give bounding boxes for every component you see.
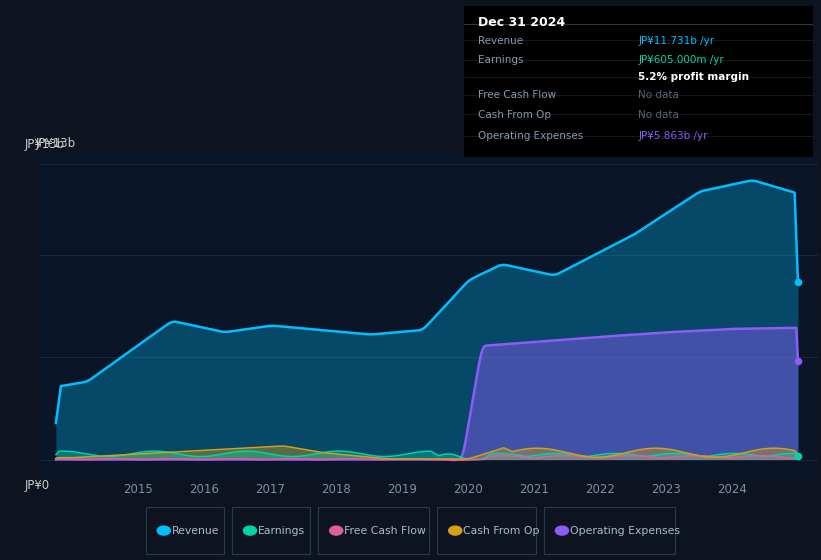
Text: Operating Expenses: Operating Expenses xyxy=(478,131,583,141)
Text: JP¥13b: JP¥13b xyxy=(35,137,76,150)
Text: Revenue: Revenue xyxy=(172,526,219,535)
Text: Dec 31 2024: Dec 31 2024 xyxy=(478,16,565,29)
Text: Earnings: Earnings xyxy=(259,526,305,535)
Text: Revenue: Revenue xyxy=(478,36,523,46)
Text: JP¥0: JP¥0 xyxy=(25,479,50,492)
Text: Cash From Op: Cash From Op xyxy=(463,526,540,535)
Text: JP¥605.000m /yr: JP¥605.000m /yr xyxy=(639,55,724,66)
Text: No data: No data xyxy=(639,90,679,100)
Text: Free Cash Flow: Free Cash Flow xyxy=(345,526,426,535)
Text: 5.2% profit margin: 5.2% profit margin xyxy=(639,72,750,82)
Text: Cash From Op: Cash From Op xyxy=(478,110,551,120)
Text: Operating Expenses: Operating Expenses xyxy=(571,526,680,535)
Text: Earnings: Earnings xyxy=(478,55,523,66)
Text: No data: No data xyxy=(639,110,679,120)
Text: Free Cash Flow: Free Cash Flow xyxy=(478,90,556,100)
Text: JP¥11.731b /yr: JP¥11.731b /yr xyxy=(639,36,714,46)
Text: JP¥5.863b /yr: JP¥5.863b /yr xyxy=(639,131,708,141)
Text: JP¥13b: JP¥13b xyxy=(25,138,65,151)
